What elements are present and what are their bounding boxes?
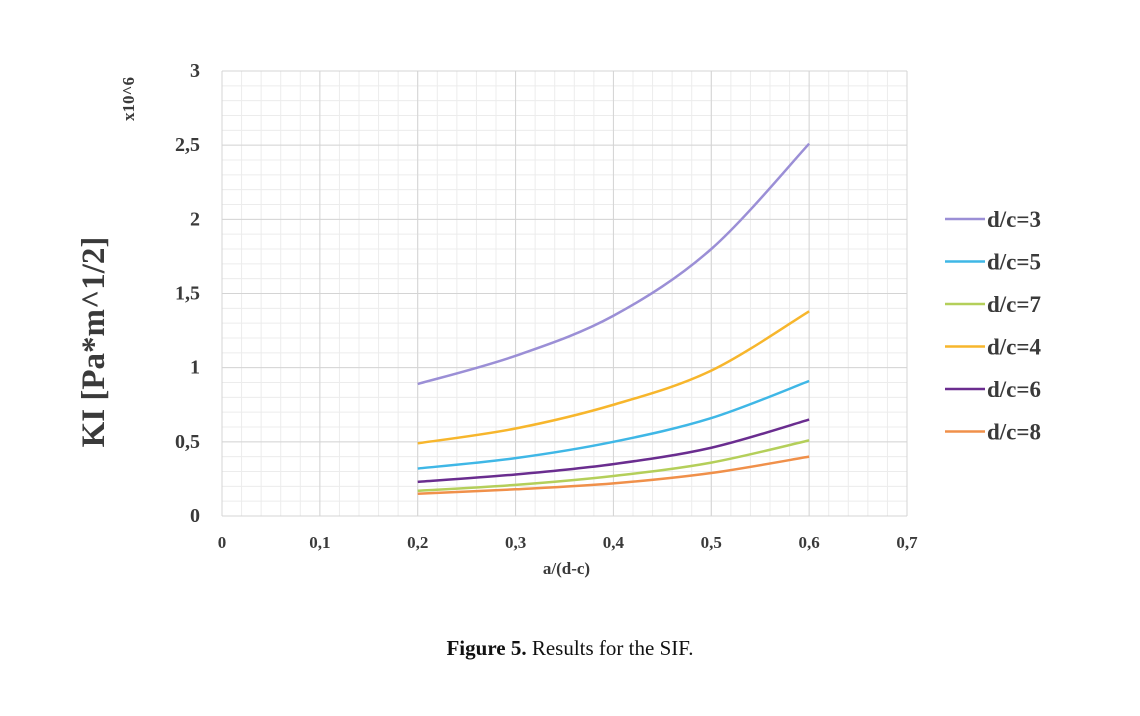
y-axis-title: KI [Pa*m^1/2] (76, 237, 112, 448)
series-lines (417, 142, 811, 495)
x-tick-label: 0,4 (603, 533, 625, 552)
legend-label: d/c=8 (987, 420, 1041, 445)
y-tick-label: 2 (190, 208, 200, 230)
line-chart: 0 0,1 0,2 0,3 0,4 0,5 0,6 0,7 0 0,5 1 1,5 2 2,5 3 d/c… (76, 60, 1041, 578)
x-tick-label: 0,6 (799, 533, 820, 552)
series-line-d-c-8 (417, 455, 810, 495)
y-tick-label: 1,5 (175, 283, 200, 305)
x-tick-label: 0 (218, 533, 227, 552)
series-line-d-c-3 (417, 142, 811, 386)
figure-caption: Figure 5. Results for the SIF. (0, 636, 1140, 661)
series-line-d-c-6 (417, 418, 810, 484)
y-tick-label: 1 (190, 357, 200, 379)
caption-text: Results for the SIF. (526, 636, 694, 660)
y-tick-label: 0,5 (175, 431, 200, 453)
series-line-d-c-5 (417, 379, 810, 470)
legend-label: d/c=5 (987, 250, 1041, 275)
series-line-d-c-7 (417, 439, 810, 493)
x-tick-label: 0,7 (896, 533, 918, 552)
x-tick-label: 0,5 (701, 533, 722, 552)
y-axis-multiplier: x10^6 (119, 77, 138, 121)
x-tick-label: 0,1 (309, 533, 330, 552)
legend-label: d/c=4 (987, 335, 1041, 360)
y-tick-label: 3 (190, 60, 200, 82)
x-axis-title: a/(d-c) (543, 559, 590, 578)
legend: d/c=3 d/c=5 d/c=7 d/c=4 d/c=6 d/c=8 (945, 207, 1041, 445)
series-line-d-c-4 (417, 310, 810, 445)
y-tick-label: 0 (190, 505, 200, 527)
legend-label: d/c=7 (987, 292, 1041, 317)
x-tick-labels: 0 0,1 0,2 0,3 0,4 0,5 0,6 0,7 (218, 533, 918, 552)
y-tick-label: 2,5 (175, 134, 200, 156)
legend-label: d/c=3 (987, 207, 1041, 232)
major-gridlines (221, 70, 908, 517)
x-tick-label: 0,3 (505, 533, 526, 552)
x-tick-label: 0,2 (407, 533, 428, 552)
y-tick-labels: 0 0,5 1 1,5 2 2,5 3 (175, 60, 200, 527)
caption-label: Figure 5. (446, 636, 527, 660)
legend-label: d/c=6 (987, 377, 1041, 402)
